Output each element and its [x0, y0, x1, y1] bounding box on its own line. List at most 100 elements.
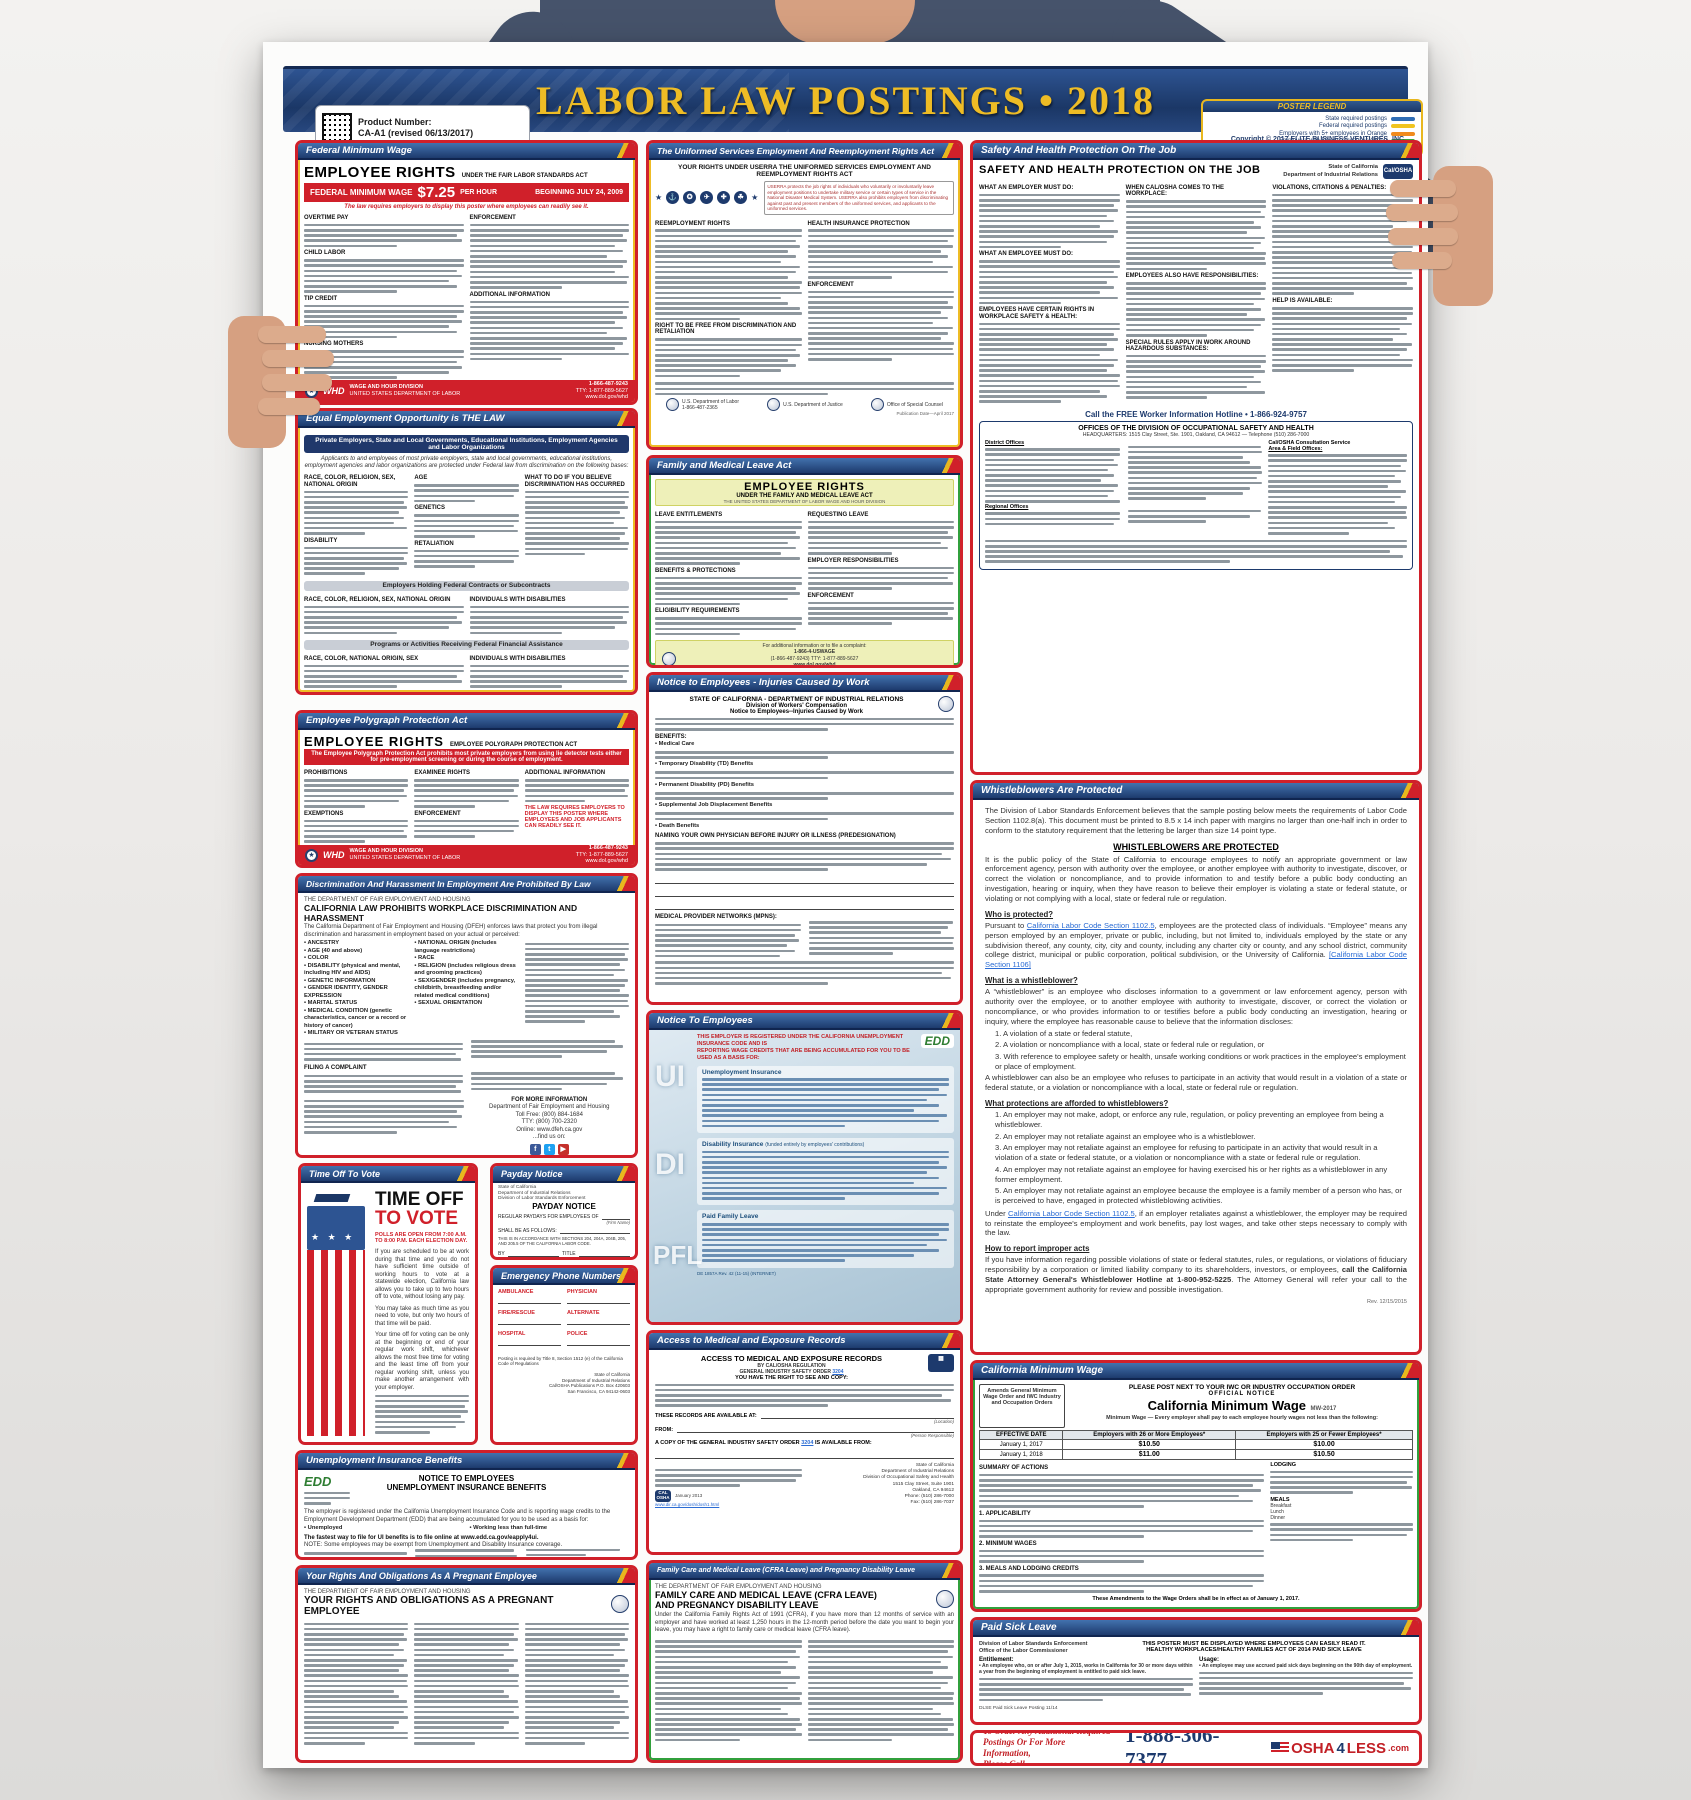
- text-line: [524, 978, 628, 982]
- twitter-icon: t: [543, 1143, 555, 1155]
- text-line: [807, 239, 949, 243]
- text-line: [807, 300, 949, 304]
- text-line: [655, 857, 951, 861]
- text-fill: [655, 382, 954, 396]
- text-line: [304, 304, 464, 308]
- section-header-label: Access to Medical and Exposure Records: [657, 1335, 846, 1346]
- text-line: [304, 290, 397, 293]
- text-line: [807, 576, 949, 580]
- safety-org-1: State of California: [1328, 164, 1378, 171]
- text-line: [304, 1042, 463, 1046]
- text-line: [1125, 282, 1267, 285]
- text-line: [414, 514, 519, 517]
- text-line: [470, 1050, 607, 1053]
- text-fill: [375, 1394, 469, 1434]
- text-line: [655, 1388, 954, 1392]
- text-line: [1127, 461, 1251, 464]
- text-line: [979, 1519, 1265, 1523]
- text-fill: [304, 1622, 409, 1745]
- text-fill: [1270, 1470, 1413, 1494]
- product-label: Product Number:: [358, 116, 432, 127]
- mw-rate-table: EFFECTIVE DATE Employers with 26 or More…: [978, 1430, 1413, 1460]
- eeo-heading: GENETICS: [414, 505, 445, 512]
- star-icon: ★: [751, 193, 759, 203]
- text-line: [655, 1383, 954, 1387]
- safety-area-label: Area & Field Offices:: [1268, 445, 1323, 452]
- text-line: [979, 1584, 1253, 1588]
- text-line: [655, 1681, 796, 1685]
- text-line: [469, 669, 629, 673]
- text-line: [807, 342, 954, 346]
- text-line: [655, 1686, 789, 1690]
- text-line: [1272, 214, 1401, 218]
- text-line: [807, 1691, 954, 1695]
- text-line: [414, 1648, 515, 1652]
- text-line: [1272, 271, 1412, 275]
- text-line: [414, 789, 515, 793]
- text-line: [655, 727, 829, 731]
- wb-numbered-item: 3. An employer may not retaliate against…: [995, 1143, 1378, 1163]
- text-line: [1199, 1681, 1405, 1685]
- wb-code-link: California Labor Code Section 1102.5: [1026, 920, 1155, 930]
- wb-numbered-item: 1. A violation of a state or federal sta…: [995, 1028, 1133, 1038]
- text-line: [304, 669, 464, 673]
- text-line: [979, 1535, 1145, 1538]
- discrimination-info-tty: TTY: (800) 700-2320: [521, 1119, 577, 1126]
- text-line: [807, 276, 893, 279]
- text-line: [979, 389, 1100, 393]
- wb-question-3: What protections are afforded to whistle…: [985, 1099, 1169, 1109]
- text-line: [655, 1479, 796, 1482]
- text-line: [655, 250, 789, 253]
- polygraph-footer-dept: UNITED STATES DEPARTMENT OF LABOR: [349, 855, 461, 861]
- text-line: [808, 947, 954, 950]
- access-from-label: FROM:: [655, 1426, 674, 1433]
- userra-title: YOUR RIGHTS UNDER USERRA THE UNIFORMED S…: [678, 164, 931, 178]
- text-line: [524, 521, 615, 525]
- section-california-minimum-wage: California Minimum Wage Amends General M…: [970, 1360, 1422, 1612]
- payday-form-code: DLSE 8 (Rev. 09/02): [498, 1259, 539, 1260]
- text-line: [304, 1627, 409, 1631]
- discrimination-title: CALIFORNIA LAW PROHIBITS WORKPLACE DISCR…: [304, 903, 578, 923]
- text-line: [524, 1721, 620, 1724]
- text-line: [304, 805, 365, 808]
- section-header-label: Your Rights And Obligations As A Pregnan…: [306, 1571, 537, 1581]
- injuries-bullet: Permanent Disability (PD) Benefits: [655, 782, 954, 790]
- text-line: [304, 500, 405, 504]
- injuries-bullet: Death Benefits: [655, 823, 954, 831]
- cfra-title-2: AND PREGNANCY DISABILITY LEAVE: [655, 1600, 819, 1610]
- text-line: [807, 234, 954, 238]
- access-address-line: Phone: (510) 286-7000: [904, 1494, 954, 1500]
- brand-dotcom: .com: [1387, 1743, 1409, 1753]
- text-fill: [469, 605, 629, 635]
- text-line: [807, 316, 949, 320]
- calosha-badge: Cal/OSHA: [1383, 164, 1413, 179]
- userra-heading: RIGHT TO BE FREE FROM DISCRIMINATION AND…: [655, 323, 797, 336]
- discrimination-info-org: Department of Fair Employment and Housin…: [489, 1104, 610, 1111]
- psl-org-2: Office of the Labor Commissioner: [979, 1647, 1068, 1654]
- wb-numbered-item: 3. With reference to employee safety or …: [995, 1052, 1406, 1071]
- wb-numbered-item: 4. An employer may not retaliate against…: [995, 1164, 1388, 1184]
- text-line: [414, 1684, 519, 1688]
- cfra-org: THE DEPARTMENT OF FAIR EMPLOYMENT AND HO…: [655, 1584, 822, 1590]
- text-line: [414, 1638, 518, 1641]
- text-line: [808, 941, 953, 945]
- text-line: [469, 229, 629, 232]
- text-line: [1125, 328, 1254, 332]
- text-line: [979, 358, 1119, 362]
- text-line: [655, 229, 802, 232]
- text-line: [304, 789, 405, 793]
- userra-footer-phone: 1-866-487-2365: [682, 404, 718, 411]
- section-payday-notice: Payday Notice State of California Depart…: [490, 1163, 638, 1260]
- text-line: [1125, 205, 1267, 208]
- text-line: [304, 264, 464, 267]
- text-line: [375, 1415, 461, 1418]
- text-fill: [304, 605, 464, 635]
- text-line: [524, 1632, 625, 1636]
- text-line: [655, 961, 954, 964]
- section-header-label: Unemployment Insurance Benefits: [306, 1455, 463, 1466]
- text-line: [807, 265, 953, 269]
- text-line: [655, 562, 740, 565]
- wb-a4-post: . The Attorney General will refer your c…: [985, 1274, 1407, 1294]
- text-line: [469, 311, 623, 314]
- text-line: [979, 1683, 1193, 1686]
